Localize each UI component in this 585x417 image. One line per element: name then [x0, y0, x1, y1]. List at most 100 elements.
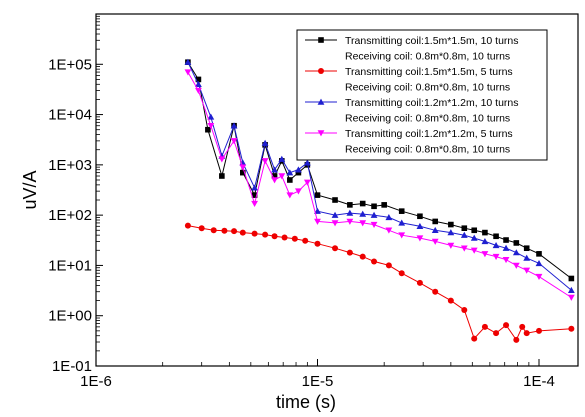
data-point	[523, 254, 531, 261]
data-point	[346, 249, 353, 256]
data-point	[303, 159, 311, 166]
data-point	[314, 240, 321, 247]
data-point	[231, 228, 238, 235]
data-point	[261, 139, 269, 146]
y-tick-label: 1E+05	[48, 56, 92, 73]
data-point	[195, 80, 202, 88]
data-point	[503, 237, 509, 243]
data-point	[447, 242, 455, 249]
y-tick-label: 1E+03	[48, 157, 92, 174]
data-point	[470, 234, 478, 241]
data-point	[492, 253, 500, 260]
y-axis-title: uV/A	[20, 170, 40, 209]
data-point	[271, 173, 278, 179]
data-point	[535, 327, 542, 334]
data-point	[481, 251, 489, 258]
data-point	[251, 230, 258, 237]
data-point	[207, 123, 215, 130]
data-point	[271, 233, 278, 240]
data-point	[460, 245, 468, 252]
y-tick-label: 1E-01	[52, 358, 92, 375]
data-point	[398, 232, 406, 239]
data-point	[471, 227, 478, 234]
data-point	[470, 247, 478, 254]
data-point	[184, 222, 191, 229]
data-point	[567, 294, 575, 301]
data-point	[286, 192, 294, 199]
data-point	[195, 87, 202, 94]
legend-swatch-marker	[317, 98, 325, 105]
legend-label: Receiving coil: 0.8m*0.8m, 10 turns	[345, 82, 510, 94]
data-point	[416, 235, 424, 242]
y-tick-label: 1E+01	[48, 257, 92, 274]
data-point	[359, 253, 366, 260]
data-point	[207, 113, 215, 120]
data-point	[398, 208, 405, 214]
legend-entry: Transmitting coil:1.5m*1.5m, 5 turns Rece…	[305, 66, 513, 94]
data-point	[261, 158, 269, 165]
data-point	[302, 237, 309, 244]
data-point	[371, 258, 378, 265]
data-point	[567, 286, 575, 294]
data-point	[286, 169, 294, 176]
data-point	[371, 203, 377, 210]
data-point	[251, 200, 258, 207]
data-point	[219, 173, 225, 179]
y-tick-label: 1E+04	[48, 107, 92, 124]
data-point	[195, 76, 202, 83]
data-point	[447, 229, 455, 236]
data-point	[431, 226, 439, 234]
series-2	[184, 222, 575, 343]
data-point	[432, 288, 439, 295]
legend-label: Transmitting coil:1.2m*1.2m, 5 turns	[345, 128, 513, 140]
data-point	[417, 213, 423, 220]
data-point	[568, 275, 575, 282]
data-point	[502, 256, 510, 264]
data-point	[184, 58, 192, 65]
data-point	[295, 166, 302, 173]
data-point	[398, 219, 406, 226]
data-point	[448, 221, 454, 228]
data-point	[398, 270, 405, 277]
data-point	[331, 211, 339, 218]
data-point	[492, 242, 500, 249]
data-point	[447, 297, 454, 304]
data-point	[278, 173, 286, 180]
data-point	[481, 238, 489, 245]
data-point	[370, 211, 378, 218]
legend-label: Transmitting coil:1.5m*1.5m, 10 turns	[345, 35, 519, 47]
data-point	[198, 225, 205, 232]
data-point	[385, 262, 392, 269]
legend-entry: Transmitting coil:1.5m*1.5m, 10 turns Rec…	[305, 35, 519, 63]
legend-label: Receiving coil: 0.8m*0.8m, 10 turns	[345, 51, 510, 63]
data-point	[493, 233, 499, 240]
data-point	[218, 156, 226, 163]
data-point	[385, 227, 393, 234]
data-point	[431, 238, 439, 245]
legend-label: Transmitting coil:1.2m*1.2m, 10 turns	[345, 97, 519, 109]
data-point	[314, 218, 321, 225]
data-point	[291, 235, 298, 242]
data-point	[359, 220, 367, 227]
data-point	[512, 249, 520, 256]
data-point	[314, 207, 321, 214]
series-4	[184, 69, 575, 301]
data-point	[471, 335, 478, 342]
data-point	[239, 229, 246, 236]
data-point	[230, 138, 238, 145]
data-point	[460, 231, 468, 238]
y-tick-label: 1E+00	[48, 308, 92, 325]
data-point	[332, 245, 339, 252]
data-point	[416, 222, 424, 230]
legend-label: Transmitting coil:1.5m*1.5m, 5 turns	[345, 66, 513, 78]
y-tick-label: 1E+02	[48, 207, 92, 224]
data-point	[331, 220, 339, 227]
data-point	[239, 164, 247, 171]
legend-swatch-marker	[317, 130, 325, 137]
data-point	[287, 177, 293, 183]
data-point	[385, 214, 393, 221]
data-point	[461, 306, 468, 313]
data-point	[281, 234, 288, 241]
data-point	[461, 225, 468, 231]
